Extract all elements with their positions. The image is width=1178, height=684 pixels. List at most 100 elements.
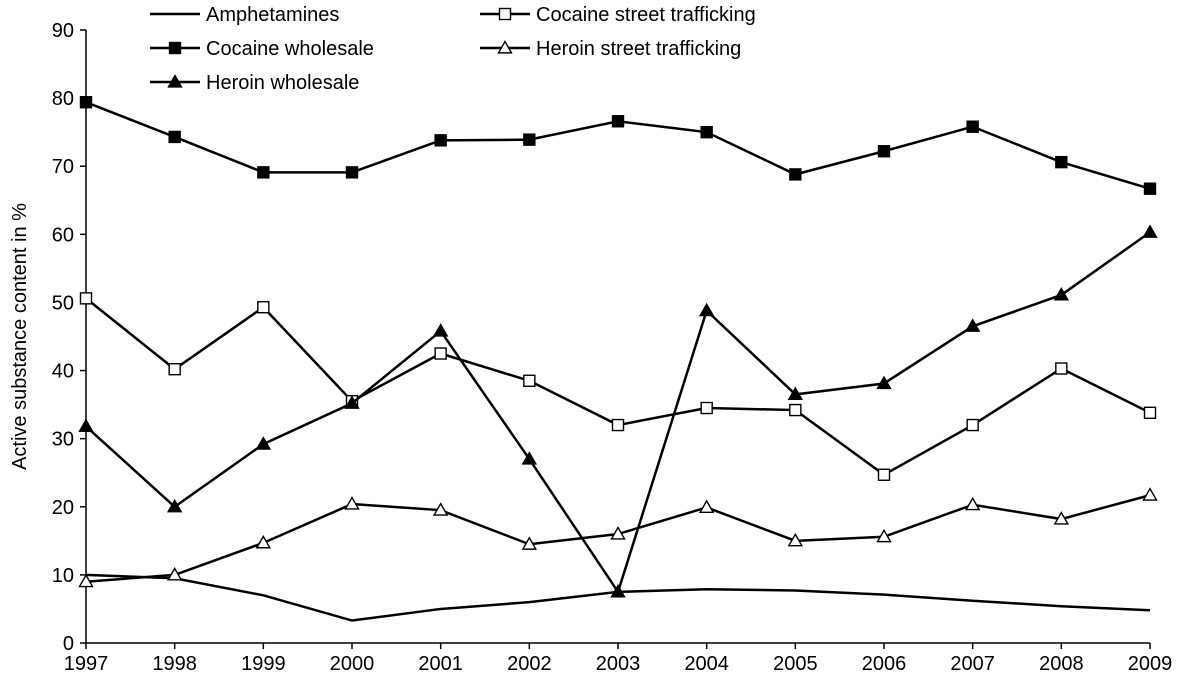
data-point [964, 496, 981, 511]
data-point [78, 573, 94, 588]
data-point [255, 534, 272, 549]
data-point [257, 166, 270, 179]
data-point [877, 468, 891, 481]
y-tick-label: 90 [52, 20, 74, 42]
y-tick-label: 0 [63, 633, 74, 655]
y-tick-label: 60 [52, 224, 74, 246]
x-tick-label: 1998 [152, 653, 197, 675]
legend-marker [168, 41, 182, 55]
data-point [787, 532, 804, 547]
data-point [344, 395, 360, 409]
data-point [1143, 406, 1157, 419]
data-point [877, 145, 891, 158]
y-tick-label: 70 [52, 156, 74, 178]
data-point [698, 499, 715, 514]
data-point [168, 362, 181, 376]
y-tick-label: 80 [52, 88, 74, 110]
data-point [521, 536, 538, 550]
series-amphetamines [85, 573, 1151, 622]
series-layer [78, 95, 1158, 622]
data-point [698, 302, 715, 317]
y-axis-title: Active substance content in % [9, 203, 31, 470]
x-tick-label: 2001 [418, 653, 463, 675]
data-point [611, 418, 625, 432]
data-point [79, 292, 93, 305]
legend-item: Heroin street trafficking [480, 38, 741, 60]
x-tick-label: 2004 [684, 653, 729, 675]
data-point [964, 318, 981, 332]
x-tick-label: 2002 [507, 653, 552, 675]
data-point [521, 451, 538, 465]
y-tick-label: 30 [52, 429, 74, 451]
data-point [523, 374, 536, 387]
legend-marker [167, 74, 183, 88]
series-heroin-street-trafficking [78, 487, 1158, 588]
data-point [1055, 155, 1068, 169]
legend-label: Amphetamines [206, 4, 339, 26]
series-cocaine-wholesale [79, 95, 1157, 195]
data-point [434, 347, 447, 360]
y-ticks: 0 10 20 30 40 50 60 70 80 90 [52, 20, 86, 655]
legend-marker [497, 40, 513, 54]
data-point [345, 166, 359, 179]
x-tick-label: 2005 [773, 653, 818, 675]
data-point [610, 584, 626, 598]
series-line [85, 573, 1151, 622]
legend-item: Amphetamines [150, 4, 339, 26]
x-tick-label: 2009 [1128, 653, 1173, 675]
legend-marker [498, 7, 512, 21]
legend-item: Cocaine street trafficking [480, 4, 756, 26]
data-point [876, 375, 892, 390]
data-point [966, 418, 979, 432]
x-tick-label: 2003 [596, 653, 641, 675]
data-point [1053, 511, 1070, 525]
legend: Amphetamines Cocaine street trafficking Co… [150, 4, 756, 94]
x-tick-label: 1997 [64, 653, 109, 675]
legend-item: Heroin wholesale [150, 72, 359, 94]
data-point [1053, 287, 1070, 301]
data-point [344, 496, 360, 510]
axes: 0 10 20 30 40 50 60 70 80 90 1997 1998 1999 2000 2001… [9, 20, 1172, 675]
data-point [432, 323, 449, 337]
y-tick-label: 10 [52, 565, 74, 587]
data-point [434, 134, 447, 147]
data-point [789, 168, 802, 181]
x-tick-label: 2000 [330, 653, 375, 675]
y-tick-label: 20 [52, 497, 74, 519]
legend-label: Cocaine street trafficking [536, 4, 756, 26]
legend-label: Heroin wholesale [206, 72, 359, 94]
legend-label: Cocaine wholesale [206, 38, 374, 60]
y-tick-label: 40 [52, 361, 74, 383]
series-cocaine-street-trafficking [79, 292, 1157, 481]
data-point [166, 498, 183, 513]
legend-item: Cocaine wholesale [150, 38, 374, 60]
data-point [1142, 487, 1158, 501]
data-point [1143, 182, 1157, 195]
data-point [79, 95, 93, 109]
data-point [611, 115, 625, 128]
data-point [789, 403, 802, 417]
data-point [523, 133, 536, 146]
data-point [166, 566, 183, 581]
data-point [966, 120, 979, 133]
data-point [1055, 362, 1068, 375]
data-point [432, 502, 449, 516]
x-tick-label: 1999 [241, 653, 286, 675]
data-point [1142, 224, 1158, 238]
data-point [255, 436, 272, 450]
series-line [85, 297, 1151, 477]
data-point [168, 130, 181, 144]
data-point [700, 125, 713, 139]
data-point [787, 386, 804, 400]
series-heroin-wholesale [78, 224, 1158, 598]
x-tick-label: 2008 [1039, 653, 1084, 675]
x-tick-label: 2007 [950, 653, 995, 675]
x-ticks: 1997 1998 1999 2000 2001 2002 2003 2004 2005 2006… [64, 643, 1173, 675]
data-point [257, 301, 270, 314]
data-point [78, 418, 94, 432]
data-point [610, 526, 626, 540]
data-point [700, 401, 713, 415]
legend-label: Heroin street trafficking [536, 38, 741, 60]
